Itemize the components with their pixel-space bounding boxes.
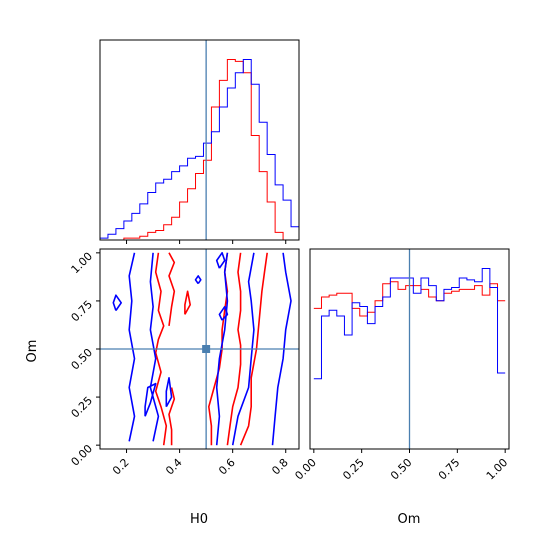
- contour-series-2-line-2: [149, 252, 160, 442]
- h0-marginal-frame: [99, 39, 300, 241]
- contour-series-2-line-7: [231, 252, 255, 446]
- contour-series-1-line-7: [184, 290, 191, 315]
- contour-series-2-line-4: [165, 377, 173, 408]
- contour-series-1-line-3: [168, 252, 176, 327]
- om-hist-series-2: [313, 268, 506, 380]
- contour-series-2-line-5: [112, 294, 122, 311]
- contour-series-2-line-1: [128, 252, 136, 442]
- om-x-axis-label: Om: [398, 512, 421, 527]
- contour-series-2-line-9: [218, 305, 229, 321]
- contour-series-1-line-2: [168, 387, 176, 446]
- truth-marker: [202, 345, 211, 353]
- h0-hist-series-1: [100, 59, 299, 241]
- contour-series-2-line-11: [194, 275, 202, 285]
- contour-series-1-line-5: [226, 252, 242, 446]
- contour-series-2-line-8: [271, 252, 292, 446]
- contour-series-2-line-6: [215, 252, 229, 446]
- contour-series-1-line-1: [154, 252, 168, 446]
- h0-marginal-panel: [99, 39, 300, 244]
- om-y-axis-label: Om: [25, 340, 40, 363]
- contour-series-2-line-10: [215, 252, 226, 269]
- contour-series-2-line-3: [144, 382, 157, 417]
- h0-hist-series-2: [100, 59, 299, 239]
- om-hist-series-1: [313, 281, 506, 317]
- h0-axis-label: H0: [190, 512, 208, 527]
